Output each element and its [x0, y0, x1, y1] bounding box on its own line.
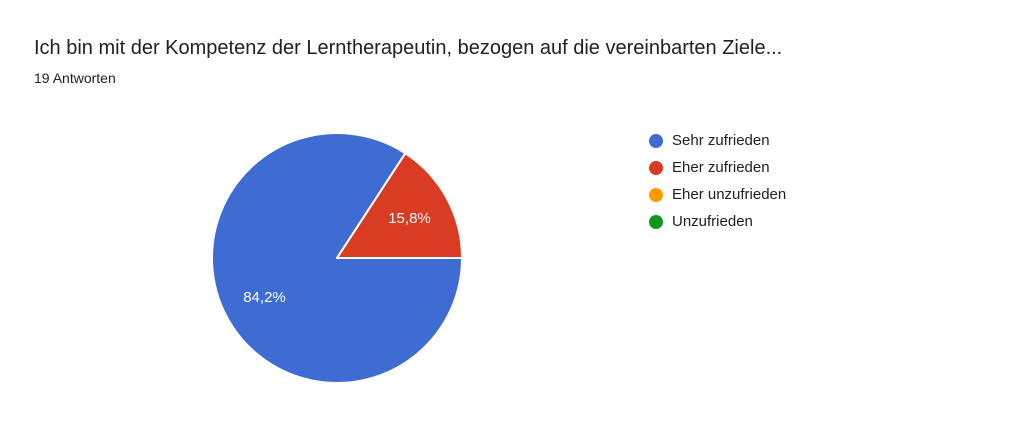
legend-label: Eher unzufrieden: [672, 186, 787, 203]
legend-item-sehr-zufrieden: Sehr zufrieden: [649, 127, 786, 154]
pie-slice-eher-zufrieden[interactable]: [336, 152, 463, 259]
pie-slice-label: 84,2%: [243, 289, 286, 306]
legend-dot-icon: [649, 187, 663, 202]
legend-dot-icon: [649, 214, 663, 229]
legend-dot-icon: [649, 133, 663, 148]
response-count: 19 Antworten: [34, 70, 116, 86]
legend-label: Sehr zufrieden: [672, 132, 770, 149]
legend-item-eher-unzufrieden: Eher unzufrieden: [649, 181, 786, 208]
pie-slice-label: 15,8%: [388, 210, 431, 227]
legend-label: Eher zufrieden: [672, 159, 770, 176]
legend-label: Unzufrieden: [672, 213, 753, 230]
legend-dot-icon: [649, 160, 663, 175]
legend-item-eher-zufrieden: Eher zufrieden: [649, 154, 786, 181]
legend: Sehr zufrieden Eher zufrieden Eher unzufri…: [649, 127, 786, 235]
pie-chart: 84,2% 15,8%: [207, 128, 467, 388]
chart-title: Ich bin mit der Kompetenz der Lerntherap…: [34, 37, 783, 59]
legend-item-unzufrieden: Unzufrieden: [649, 208, 786, 235]
